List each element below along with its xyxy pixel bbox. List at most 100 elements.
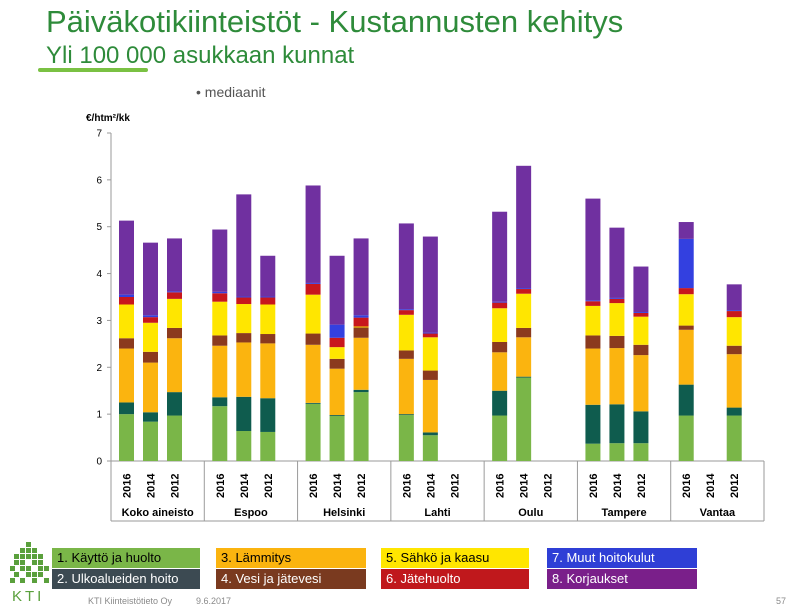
bar-segment xyxy=(726,415,742,461)
bar-segment xyxy=(260,398,276,432)
bar-segment xyxy=(167,238,182,292)
bar-segment xyxy=(143,315,158,318)
year-label: 2016 xyxy=(681,474,693,498)
bar-segment xyxy=(585,348,601,405)
bar-segment xyxy=(492,308,508,342)
year-label: 2016 xyxy=(308,474,320,498)
group-label: Espoo xyxy=(234,507,268,519)
bar-segment xyxy=(329,324,345,338)
bar-segment xyxy=(609,443,625,461)
bar-segment xyxy=(236,304,252,334)
bar-segment xyxy=(633,411,649,444)
legend-item: 2. Ulkoalueiden hoito xyxy=(52,569,200,589)
bar-segment xyxy=(167,291,182,293)
year-label: 2012 xyxy=(729,474,741,498)
legend-item: 8. Korjaukset xyxy=(547,569,697,589)
bar-segment xyxy=(492,302,508,309)
bar-segment xyxy=(398,309,414,311)
bar-segment xyxy=(143,362,158,413)
y-tick-label: 3 xyxy=(96,316,102,327)
bar-segment xyxy=(585,305,601,336)
bar-segment xyxy=(516,289,532,294)
bar-segment xyxy=(585,301,601,306)
bar-segment xyxy=(353,326,369,328)
year-label: 2012 xyxy=(263,474,275,498)
bar-segment xyxy=(212,406,228,461)
bar-segment xyxy=(260,343,276,399)
year-label: 2016 xyxy=(495,474,507,498)
bar-segment xyxy=(329,368,345,416)
bar-segment xyxy=(726,407,742,416)
bar-segment xyxy=(516,376,532,378)
bar-segment xyxy=(212,301,228,336)
bar-segment xyxy=(726,317,742,346)
y-tick-label: 6 xyxy=(96,175,102,186)
bar-segment xyxy=(585,404,601,444)
group-label: Lahti xyxy=(424,507,450,519)
year-label: 2014 xyxy=(239,473,251,498)
bar-segment xyxy=(212,335,228,346)
year-label: 2014 xyxy=(612,473,624,498)
year-label: 2012 xyxy=(170,474,182,498)
group-label: Koko aineisto xyxy=(122,507,194,519)
bar-segment xyxy=(633,266,649,312)
bar-segment xyxy=(398,314,414,351)
bar-segment xyxy=(305,402,321,404)
year-label: 2012 xyxy=(449,474,461,498)
bar-segment xyxy=(143,412,158,422)
bar-segment xyxy=(236,194,252,297)
bar-segment xyxy=(609,303,625,336)
bar-segment xyxy=(726,354,742,408)
bar-segment xyxy=(143,351,158,363)
bar-segment xyxy=(492,390,508,416)
bar-segment xyxy=(726,311,742,318)
page-subtitle: Yli 100 000 asukkaan kunnat xyxy=(46,42,355,69)
group-label: Tampere xyxy=(602,507,647,519)
bar-segment xyxy=(398,358,414,415)
kti-logo-icon xyxy=(10,542,49,583)
median-note: • mediaanit xyxy=(196,84,266,100)
bar-segment xyxy=(260,334,276,344)
bar-segment xyxy=(609,348,625,405)
bar-segment xyxy=(633,443,649,461)
bar-segment xyxy=(678,384,694,416)
bar-segment xyxy=(516,377,532,461)
bar-segment xyxy=(353,238,369,316)
bar-segment xyxy=(398,223,414,310)
bar-segment xyxy=(492,415,508,461)
bar-segment xyxy=(516,293,532,328)
footer-date: 9.6.2017 xyxy=(196,596,232,606)
bar-segment xyxy=(329,347,345,359)
bar-segment xyxy=(353,392,369,461)
year-label: 2016 xyxy=(401,474,413,498)
bar-segment xyxy=(260,297,276,305)
bar-segment xyxy=(422,435,438,461)
page-number: 57 xyxy=(776,596,787,606)
bar-segment xyxy=(422,236,438,333)
bar-segment xyxy=(212,345,228,398)
bar-segment xyxy=(143,421,158,461)
legend-item: 3. Lämmitys xyxy=(216,548,366,568)
legend-item: 1. Käyttö ja huolto xyxy=(52,548,200,568)
bar-segment xyxy=(143,242,158,316)
bar-segment xyxy=(212,293,228,302)
bar-segment xyxy=(305,283,321,295)
bar-segment xyxy=(167,415,182,461)
bar-segment xyxy=(353,317,369,327)
bar-segment xyxy=(329,337,345,348)
bar-segment xyxy=(236,296,252,298)
year-label: 2016 xyxy=(215,474,227,498)
bar-segment xyxy=(678,238,694,289)
bar-segment xyxy=(678,222,694,239)
bar-segment xyxy=(329,416,345,461)
bar-segment xyxy=(119,294,134,297)
bar-segment xyxy=(353,389,369,393)
bar-segment xyxy=(236,297,252,305)
group-label: Helsinki xyxy=(323,507,365,519)
bar-segment xyxy=(609,298,625,304)
bar-segment xyxy=(422,337,438,371)
bar-segment xyxy=(516,337,532,377)
bar-segment xyxy=(305,333,321,345)
legend-item: 5. Sähkö ja kaasu xyxy=(381,548,529,568)
bar-segment xyxy=(329,415,345,417)
